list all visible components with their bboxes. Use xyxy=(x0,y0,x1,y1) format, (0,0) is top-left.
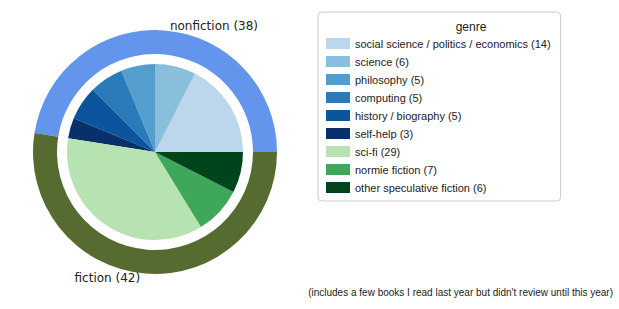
svg-text:other speculative fiction (6): other speculative fiction (6) xyxy=(355,182,486,194)
svg-text:science (6): science (6) xyxy=(355,56,409,68)
svg-text:genre: genre xyxy=(456,20,487,34)
svg-text:history / biography (5): history / biography (5) xyxy=(355,110,461,122)
svg-text:computing (5): computing (5) xyxy=(355,92,422,104)
svg-text:normie fiction (7): normie fiction (7) xyxy=(355,164,437,176)
svg-text:philosophy (5): philosophy (5) xyxy=(355,74,424,86)
svg-text:fiction (42): fiction (42) xyxy=(75,271,141,285)
svg-text:self-help (3): self-help (3) xyxy=(355,128,413,140)
svg-text:(includes a few books I read l: (includes a few books I read last year b… xyxy=(308,287,613,298)
svg-text:sci-fi (29): sci-fi (29) xyxy=(355,146,400,158)
svg-text:nonfiction (38): nonfiction (38) xyxy=(170,19,258,33)
svg-text:social science / politics / ec: social science / politics / economics (1… xyxy=(355,38,551,50)
